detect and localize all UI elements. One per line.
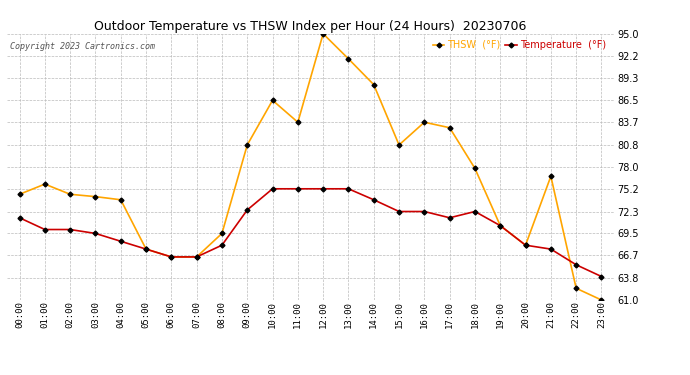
THSW  (°F)	[218, 231, 226, 236]
Temperature  (°F)	[142, 247, 150, 251]
THSW  (°F)	[420, 120, 428, 124]
Temperature  (°F)	[370, 198, 378, 202]
Text: Copyright 2023 Cartronics.com: Copyright 2023 Cartronics.com	[10, 42, 155, 51]
THSW  (°F)	[91, 194, 99, 199]
THSW  (°F)	[193, 255, 201, 259]
Temperature  (°F)	[243, 208, 251, 212]
Temperature  (°F)	[420, 209, 428, 214]
Temperature  (°F)	[268, 186, 277, 191]
THSW  (°F)	[522, 243, 530, 248]
THSW  (°F)	[598, 298, 606, 302]
THSW  (°F)	[243, 143, 251, 147]
Temperature  (°F)	[471, 209, 479, 214]
Temperature  (°F)	[446, 216, 454, 220]
Line: THSW  (°F): THSW (°F)	[18, 32, 603, 302]
THSW  (°F)	[167, 255, 175, 259]
THSW  (°F)	[446, 126, 454, 130]
Temperature  (°F)	[41, 227, 49, 232]
Temperature  (°F)	[66, 227, 75, 232]
Temperature  (°F)	[598, 274, 606, 279]
Line: Temperature  (°F): Temperature (°F)	[18, 187, 603, 278]
THSW  (°F)	[268, 98, 277, 102]
THSW  (°F)	[546, 174, 555, 178]
THSW  (°F)	[66, 192, 75, 196]
Temperature  (°F)	[117, 239, 125, 243]
THSW  (°F)	[15, 192, 23, 196]
Temperature  (°F)	[167, 255, 175, 259]
THSW  (°F)	[395, 143, 403, 147]
Temperature  (°F)	[319, 186, 327, 191]
Temperature  (°F)	[91, 231, 99, 236]
Temperature  (°F)	[344, 186, 353, 191]
THSW  (°F)	[496, 224, 504, 228]
THSW  (°F)	[471, 166, 479, 171]
Temperature  (°F)	[15, 216, 23, 220]
Temperature  (°F)	[218, 243, 226, 248]
Temperature  (°F)	[193, 255, 201, 259]
Title: Outdoor Temperature vs THSW Index per Hour (24 Hours)  20230706: Outdoor Temperature vs THSW Index per Ho…	[95, 20, 526, 33]
Temperature  (°F)	[294, 186, 302, 191]
Temperature  (°F)	[572, 262, 580, 267]
THSW  (°F)	[294, 120, 302, 124]
THSW  (°F)	[117, 198, 125, 202]
THSW  (°F)	[319, 32, 327, 36]
THSW  (°F)	[370, 82, 378, 87]
THSW  (°F)	[142, 247, 150, 251]
THSW  (°F)	[41, 182, 49, 186]
THSW  (°F)	[572, 286, 580, 291]
Temperature  (°F)	[522, 243, 530, 248]
Temperature  (°F)	[395, 209, 403, 214]
Temperature  (°F)	[546, 247, 555, 251]
Legend: THSW  (°F), Temperature  (°F): THSW (°F), Temperature (°F)	[433, 40, 607, 50]
THSW  (°F)	[344, 57, 353, 61]
Temperature  (°F)	[496, 224, 504, 228]
